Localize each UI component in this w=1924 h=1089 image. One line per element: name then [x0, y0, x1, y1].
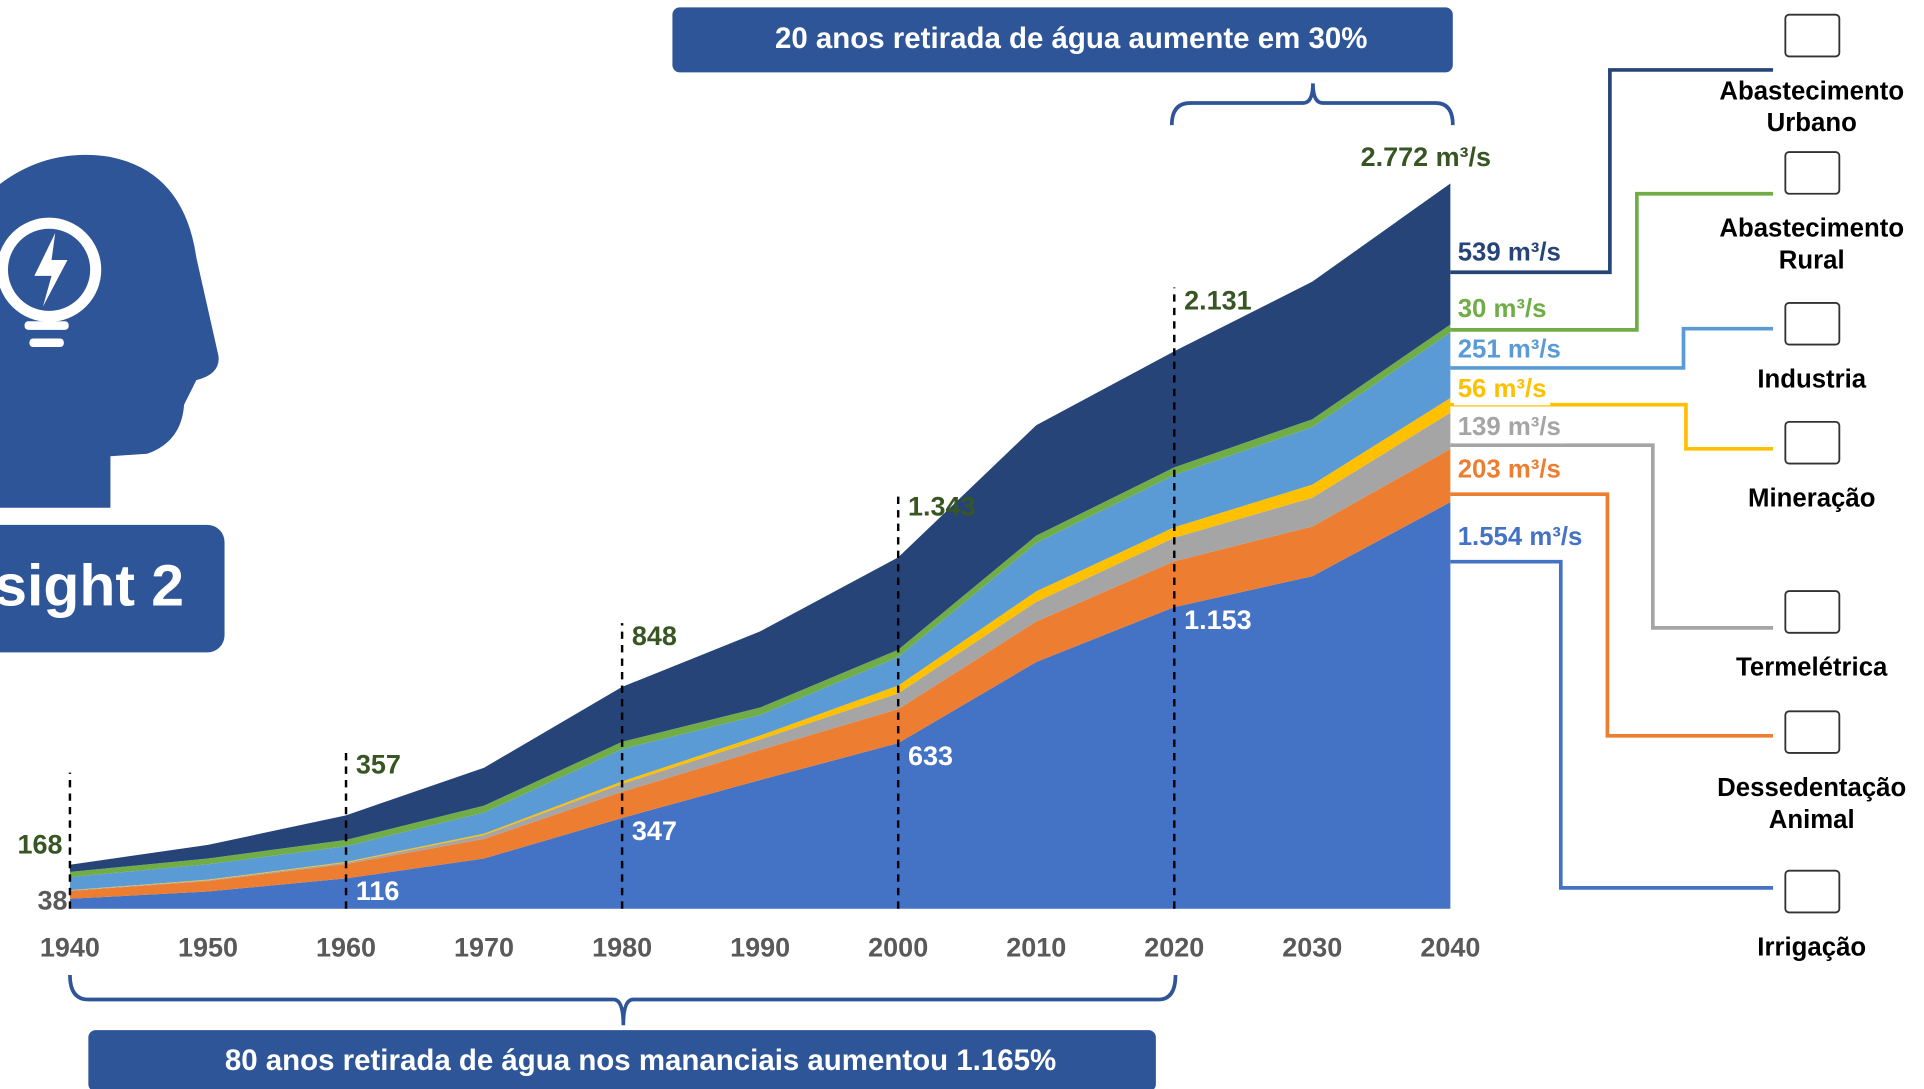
- legend-label: Irrigação: [1699, 932, 1924, 964]
- legend-icon: [1785, 871, 1839, 913]
- brace: [1172, 83, 1453, 125]
- annotation: 80 anos retirada de água nos mananciais …: [225, 1044, 1056, 1077]
- x-tick-label: 1980: [592, 932, 652, 962]
- value-label: 38: [37, 886, 67, 916]
- value-label: 347: [632, 816, 677, 846]
- x-tick-label: 1950: [178, 932, 238, 962]
- series-end-label: 30 m³/s: [1458, 295, 1547, 323]
- legend-item: Irrigação: [1699, 932, 1924, 1006]
- insight-label: Insight 2: [0, 553, 184, 618]
- value-label: 1.153: [1184, 605, 1252, 635]
- annotation: 20 anos retirada de água aumente em 30%: [775, 22, 1367, 55]
- series-end-label: 56 m³/s: [1458, 375, 1547, 403]
- legend-item: Abastecimento Urbano: [1699, 76, 1924, 150]
- x-tick-label: 2040: [1420, 932, 1480, 962]
- page: Insight 2 20 anos retirada de água aumen…: [0, 0, 1924, 1089]
- series-end-label: 251 m³/s: [1458, 336, 1561, 364]
- legend-icon: [1785, 15, 1839, 57]
- legend-icon: [1785, 152, 1839, 194]
- legend-label: Industria: [1699, 364, 1924, 396]
- series-end-label: 139 m³/s: [1458, 413, 1561, 441]
- x-tick-label: 2030: [1282, 932, 1342, 962]
- x-tick-label: 1990: [730, 932, 790, 962]
- total-label: 1.343: [908, 491, 976, 521]
- x-tick-label: 1970: [454, 932, 514, 962]
- series-end-label: 1.554 m³/s: [1458, 523, 1583, 551]
- total-label: 357: [356, 749, 401, 779]
- head-icon: [0, 155, 219, 508]
- legend-label: Abastecimento Urbano: [1714, 76, 1910, 140]
- x-tick-label: 1960: [316, 932, 376, 962]
- x-tick-label: 1940: [40, 932, 100, 962]
- chart: Insight 2 20 anos retirada de água aumen…: [0, 0, 1924, 1089]
- series-end-label: 539 m³/s: [1458, 239, 1561, 267]
- legend-item: Termelétrica: [1699, 652, 1924, 726]
- legend-item: Dessedentação Animal: [1699, 773, 1924, 847]
- legend-label: Abastecimento Rural: [1714, 213, 1910, 277]
- legend-label: Dessedentação Animal: [1714, 773, 1910, 837]
- x-tick-label: 2020: [1144, 932, 1204, 962]
- legend-icon: [1785, 591, 1839, 633]
- legend-label: Termelétrica: [1699, 652, 1924, 684]
- legend-icon: [1785, 303, 1839, 345]
- x-tick-label: 2010: [1006, 932, 1066, 962]
- legend-item: Industria: [1699, 364, 1924, 438]
- total-label: 848: [632, 621, 677, 651]
- total-label: 2.131: [1184, 285, 1252, 315]
- value-label: 116: [356, 876, 400, 906]
- brace: [70, 975, 1176, 1025]
- legend-item: Mineração: [1699, 483, 1924, 557]
- total-label: 168: [18, 829, 63, 859]
- total-label: 2.772 m³/s: [1361, 142, 1491, 172]
- x-tick-label: 2000: [868, 932, 928, 962]
- value-label: 633: [908, 741, 953, 771]
- series-end-label: 203 m³/s: [1458, 456, 1561, 484]
- legend-label: Mineração: [1699, 483, 1924, 515]
- legend-item: Abastecimento Rural: [1699, 213, 1924, 287]
